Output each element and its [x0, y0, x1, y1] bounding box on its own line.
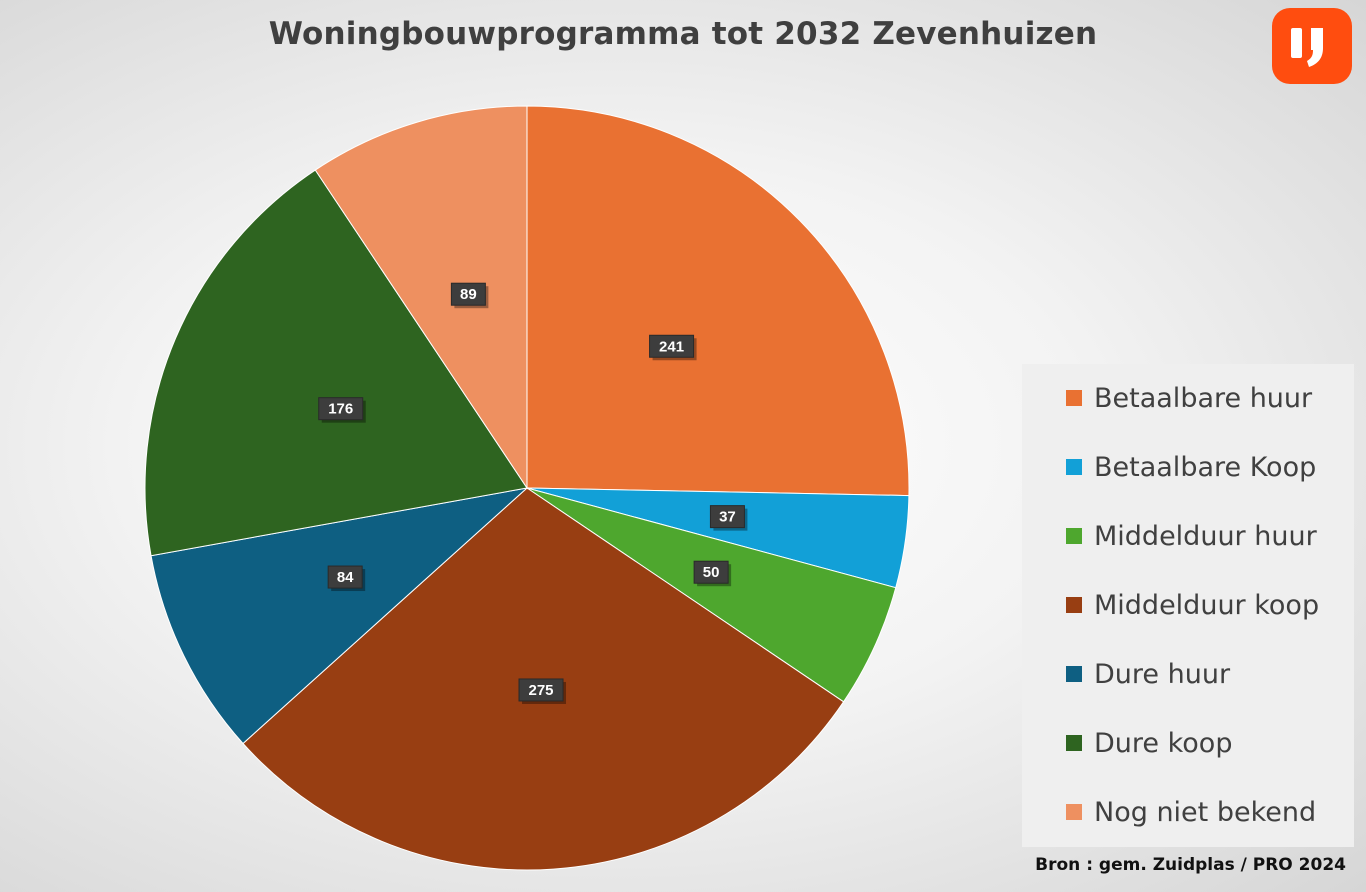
legend-label: Nog niet bekend — [1094, 796, 1317, 828]
data-label-betaalbare-huur: 241 — [649, 334, 697, 361]
data-label-text: 89 — [460, 286, 477, 303]
data-label-text: 241 — [659, 338, 684, 355]
legend-swatch — [1066, 459, 1082, 475]
legend-item-middelduur-koop: Middelduur koop — [1066, 585, 1319, 625]
data-label-dure-huur: 84 — [327, 565, 366, 592]
legend-label: Dure koop — [1094, 727, 1233, 759]
data-label-text: 50 — [703, 564, 720, 581]
data-label-text: 275 — [529, 682, 554, 699]
legend-label: Betaalbare Koop — [1094, 451, 1317, 483]
data-label-dure-koop: 176 — [318, 397, 366, 423]
legend-label: Dure huur — [1094, 658, 1231, 690]
pie-slices — [144, 105, 910, 871]
legend-item-betaalbare-koop: Betaalbare Koop — [1066, 447, 1316, 487]
legend-swatch — [1066, 597, 1082, 613]
legend-swatch — [1066, 666, 1082, 682]
pie-slice-betaalbare-huur — [526, 105, 910, 497]
legend-item-dure-koop: Dure koop — [1066, 723, 1232, 763]
pie-slice-nog-niet-bekend — [314, 105, 528, 490]
legend-item-middelduur-huur: Middelduur huur — [1066, 516, 1317, 556]
data-label-middelduur-huur: 50 — [693, 560, 732, 587]
legend-swatch — [1066, 804, 1082, 820]
data-label-text: 37 — [719, 509, 736, 526]
legend-item-dure-huur: Dure huur — [1066, 654, 1230, 694]
pie-slice-dure-koop — [144, 169, 528, 557]
quote-mark-logo-icon — [1291, 28, 1323, 67]
data-label-text: 176 — [328, 401, 353, 418]
data-label-text: 84 — [337, 569, 354, 586]
legend-label: Middelduur koop — [1094, 589, 1320, 621]
pie-data-labels: 241 37 50 275 84 176 89 — [318, 282, 748, 704]
source-caption: Bron : gem. Zuidplas / PRO 2024 — [1035, 855, 1346, 875]
data-label-middelduur-koop: 275 — [518, 678, 567, 704]
pie-slice-dure-huur — [150, 487, 529, 745]
legend-swatch — [1066, 528, 1082, 544]
legend-swatch — [1066, 390, 1082, 406]
data-label-nog-niet-bekend: 89 — [450, 282, 489, 309]
brand-logo — [1272, 8, 1352, 84]
chart-legend: Betaalbare huur Betaalbare Koop Middelduur… — [1022, 364, 1354, 847]
legend-item-nog-niet-bekend: Nog niet bekend — [1066, 792, 1316, 832]
data-label-betaalbare-koop: 37 — [709, 505, 748, 531]
legend-swatch — [1066, 735, 1082, 751]
legend-label: Betaalbare huur — [1094, 382, 1313, 414]
chart-title: Woningbouwprogramma tot 2032 Zevenhuizen — [268, 16, 1098, 52]
legend-label: Middelduur huur — [1094, 520, 1317, 552]
legend-item-betaalbare-huur: Betaalbare huur — [1066, 378, 1312, 418]
